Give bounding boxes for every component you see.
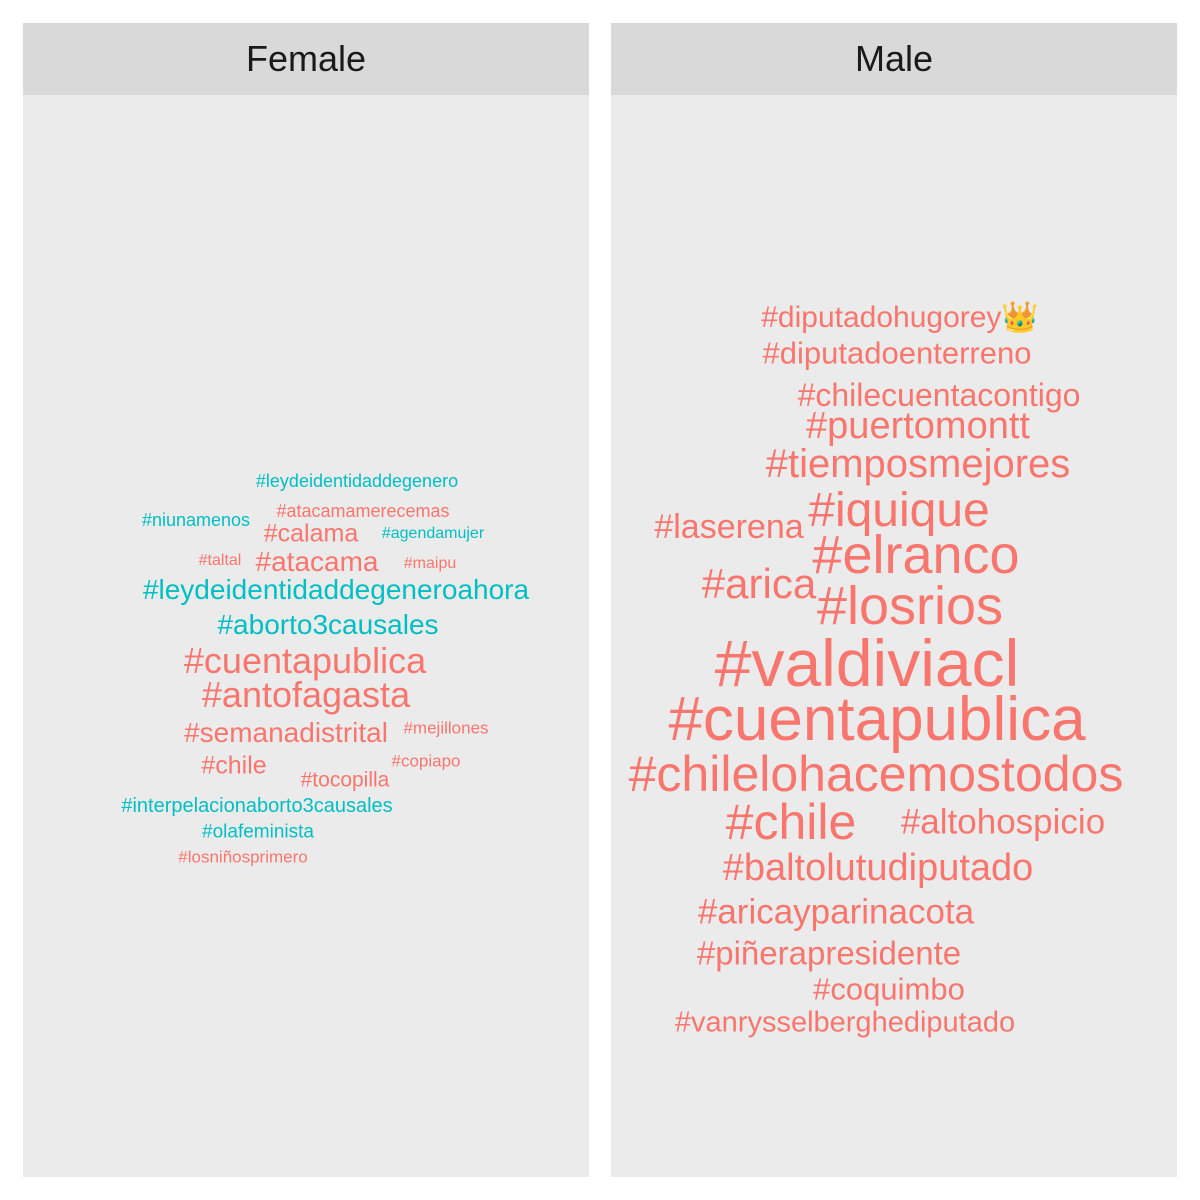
cloud-word: #puertomontt xyxy=(806,405,1030,447)
cloud-word: #vanrysselberghediputado xyxy=(674,1006,1016,1039)
cloud-word: #cuentapublica xyxy=(668,685,1086,754)
cloud-word: #olafeminista xyxy=(202,821,314,843)
cloud-word: #valdiviacl xyxy=(714,626,1020,700)
plot-panel-female: #leydeidentidaddegenero #niunamenos #ataca… xyxy=(23,95,589,1177)
cloud-word: #taltal xyxy=(198,552,242,569)
cloud-word: #arica xyxy=(701,560,817,607)
cloud-word: #baltolutudiputado xyxy=(722,847,1034,889)
cloud-word: #chile xyxy=(725,794,857,850)
cloud-word: #chile xyxy=(201,751,267,780)
cloud-word: #calama xyxy=(263,519,359,548)
cloud-word: #elranco xyxy=(812,525,1020,585)
cloud-word: #coquimbo xyxy=(813,971,965,1007)
cloud-word: #losrios xyxy=(816,576,1004,636)
cloud-word: #cuentapublica xyxy=(183,640,427,681)
cloud-word: #interpelacionaborto3causales xyxy=(121,795,393,817)
cloud-word: #laserena xyxy=(654,508,804,546)
plot-panel-male: #diputadohugorey👑 #diputadoenterreno #chil… xyxy=(611,95,1177,1177)
facet-male: Male #diputadohugorey👑 #diputadoenterreno… xyxy=(611,23,1177,1177)
cloud-word: #chilelohacemostodos xyxy=(628,746,1124,802)
cloud-word: #atacama xyxy=(255,546,379,577)
cloud-word: #losniñosprimero xyxy=(178,847,308,867)
cloud-word: #piñerapresidente xyxy=(696,934,962,972)
facet-female: Female #leydeidentidaddegenero #niunameno… xyxy=(23,23,589,1177)
cloud-word: #leydeidentidaddegenero xyxy=(255,471,459,491)
cloud-word: #aborto3causales xyxy=(217,609,439,640)
cloud-word: #diputadoenterreno xyxy=(762,335,1032,371)
cloud-word: #diputadohugorey👑 xyxy=(761,301,1039,334)
cloud-word: #iquique xyxy=(808,484,990,537)
cloud-word: #chilecuentacontigo xyxy=(797,377,1081,413)
cloud-word: #atacamamerecemas xyxy=(276,501,450,521)
cloud-word: #maipu xyxy=(403,555,457,572)
cloud-word: #tocopilla xyxy=(300,768,390,792)
cloud-word: #antofagasta xyxy=(201,674,411,715)
cloud-word: #aricayparinacota xyxy=(697,892,975,932)
cloud-word: #altohospicio xyxy=(900,802,1106,842)
cloud-word: #tiemposmejores xyxy=(765,442,1071,486)
cloud-word: #agendamujer xyxy=(381,525,485,542)
cloud-word: #mejillones xyxy=(403,718,489,738)
facet-strip-label: Female xyxy=(23,23,589,95)
facet-strip-label: Male xyxy=(611,23,1177,95)
cloud-word: #leydeidentidaddegeneroahora xyxy=(142,574,530,605)
cloud-word: #niunamenos xyxy=(141,510,251,530)
cloud-word: #semanadistrital xyxy=(184,717,388,748)
cloud-word: #copiapo xyxy=(391,751,461,771)
